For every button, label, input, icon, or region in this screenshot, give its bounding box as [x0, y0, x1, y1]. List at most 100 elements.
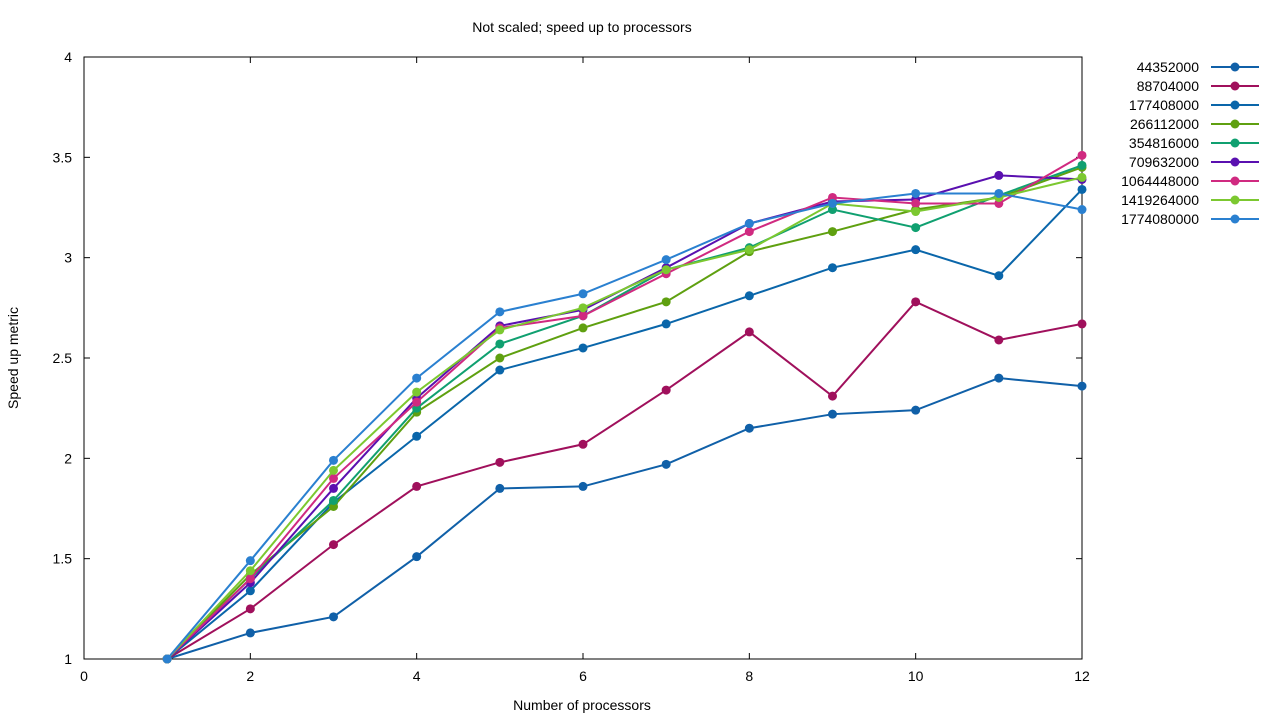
x-tick-label: 8	[745, 668, 753, 684]
series-266112000	[162, 162, 1087, 664]
data-point	[744, 227, 754, 237]
data-point	[578, 323, 588, 333]
data-point	[828, 409, 837, 419]
series-line	[166, 377, 1083, 660]
legend-label: 88704000	[1137, 78, 1200, 94]
data-point	[329, 465, 338, 475]
data-point	[329, 483, 338, 493]
legend-label: 1419264000	[1121, 192, 1199, 208]
y-tick-label: 2.5	[53, 350, 73, 366]
legend-label: 266112000	[1130, 116, 1199, 132]
legend-label: 1064448000	[1121, 173, 1199, 189]
series-line	[166, 154, 1083, 660]
series-line	[166, 176, 1083, 660]
data-point	[329, 455, 338, 465]
data-point	[911, 223, 921, 233]
legend-item: 1774080000	[1121, 211, 1259, 227]
series-177408000	[162, 184, 1087, 664]
legend-swatch-marker	[1230, 214, 1240, 224]
data-point	[1077, 150, 1087, 160]
data-point	[661, 265, 671, 275]
legend-swatch-marker	[1230, 138, 1240, 148]
legend-item: 88704000	[1137, 78, 1259, 94]
y-axis-ticks: 1 1.5 2 2.5 3 3.5 4	[53, 49, 1082, 667]
chart-title: Not scaled; speed up to processors	[472, 19, 691, 35]
legend-swatch-marker	[1230, 119, 1240, 129]
series-1064448000	[162, 150, 1087, 664]
legend-label: 177408000	[1129, 97, 1199, 113]
x-tick-label: 2	[246, 668, 254, 684]
data-point	[828, 391, 837, 401]
series-line	[166, 164, 1083, 660]
x-tick-label: 10	[908, 668, 924, 684]
data-point	[744, 327, 754, 337]
data-point	[412, 552, 422, 562]
data-point	[911, 198, 921, 208]
data-point	[495, 365, 505, 375]
data-point	[412, 431, 422, 441]
data-point	[744, 219, 754, 229]
data-point	[1077, 184, 1087, 194]
data-point	[412, 373, 422, 383]
data-point	[578, 343, 588, 353]
legend-item: 709632000	[1129, 154, 1259, 170]
data-point	[245, 628, 255, 638]
data-point	[661, 297, 671, 307]
data-point	[661, 319, 671, 329]
data-point	[245, 566, 255, 576]
data-point	[495, 483, 505, 493]
data-point	[828, 227, 837, 237]
x-tick-label: 0	[80, 668, 88, 684]
data-point	[911, 188, 921, 198]
x-axis-ticks: 0 2 4 6 8 10 12	[80, 57, 1090, 684]
data-point	[162, 654, 172, 664]
data-point	[412, 481, 422, 491]
data-point	[911, 405, 921, 415]
data-point	[245, 574, 255, 584]
data-point	[1077, 205, 1087, 215]
data-point	[495, 339, 505, 349]
legend-label: 354816000	[1129, 135, 1199, 151]
legend-item: 354816000	[1129, 135, 1259, 151]
data-point	[994, 170, 1004, 180]
data-point	[495, 325, 505, 335]
legend-swatch-marker	[1230, 157, 1240, 167]
y-axis-label: Speed up metric	[5, 307, 21, 409]
legend-item: 266112000	[1130, 116, 1259, 132]
legend-item: 1419264000	[1121, 192, 1259, 208]
data-point	[245, 604, 255, 614]
series-88704000	[162, 297, 1087, 664]
y-tick-label: 3	[64, 250, 72, 266]
data-point	[1077, 319, 1087, 329]
data-point	[911, 245, 921, 255]
legend-item: 1064448000	[1121, 173, 1259, 189]
data-point	[744, 291, 754, 301]
data-point	[744, 423, 754, 433]
x-tick-label: 12	[1074, 668, 1090, 684]
data-point	[495, 353, 505, 363]
data-point	[329, 473, 338, 483]
y-tick-label: 1.5	[53, 551, 73, 567]
series-layer	[162, 150, 1087, 664]
data-point	[661, 459, 671, 469]
data-point	[1077, 172, 1087, 182]
legend-swatch-marker	[1230, 176, 1240, 186]
y-tick-label: 1	[64, 651, 72, 667]
legend-swatch-marker	[1230, 100, 1240, 110]
data-point	[661, 255, 671, 265]
y-tick-label: 3.5	[53, 149, 73, 165]
data-point	[828, 263, 837, 273]
legend-swatch-marker	[1230, 62, 1240, 72]
data-point	[661, 385, 671, 395]
data-point	[329, 612, 338, 622]
data-point	[578, 439, 588, 449]
data-point	[578, 289, 588, 299]
legend-label: 44352000	[1137, 59, 1200, 75]
series-line	[166, 300, 1083, 660]
x-axis-label: Number of processors	[513, 697, 651, 713]
data-point	[1077, 381, 1087, 391]
data-point	[245, 556, 255, 566]
data-point	[245, 586, 255, 596]
legend-label: 1774080000	[1121, 211, 1199, 227]
data-point	[1077, 160, 1087, 170]
